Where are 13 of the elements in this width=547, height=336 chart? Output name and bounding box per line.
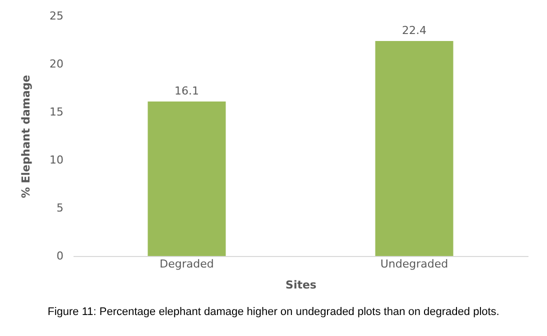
x-axis-title: Sites <box>286 278 317 292</box>
y-tick-label: 20 <box>50 58 64 70</box>
x-tick-label: Degraded <box>160 258 214 270</box>
data-label: 22.4 <box>402 24 426 37</box>
y-tick-label: 10 <box>50 154 64 166</box>
y-tick-label: 5 <box>56 202 64 214</box>
y-tick-label: 15 <box>50 106 64 118</box>
y-tick-label: 25 <box>50 10 64 22</box>
data-label: 16.1 <box>174 84 199 98</box>
y-axis-title: % Elephant damage <box>20 74 33 198</box>
x-tick-label: Undegraded <box>380 258 448 270</box>
y-tick-label: 0 <box>56 250 64 262</box>
caption: Figure 11: Percentage elephant damage higher on undegraded plots than on degraded plots. <box>46 306 500 318</box>
